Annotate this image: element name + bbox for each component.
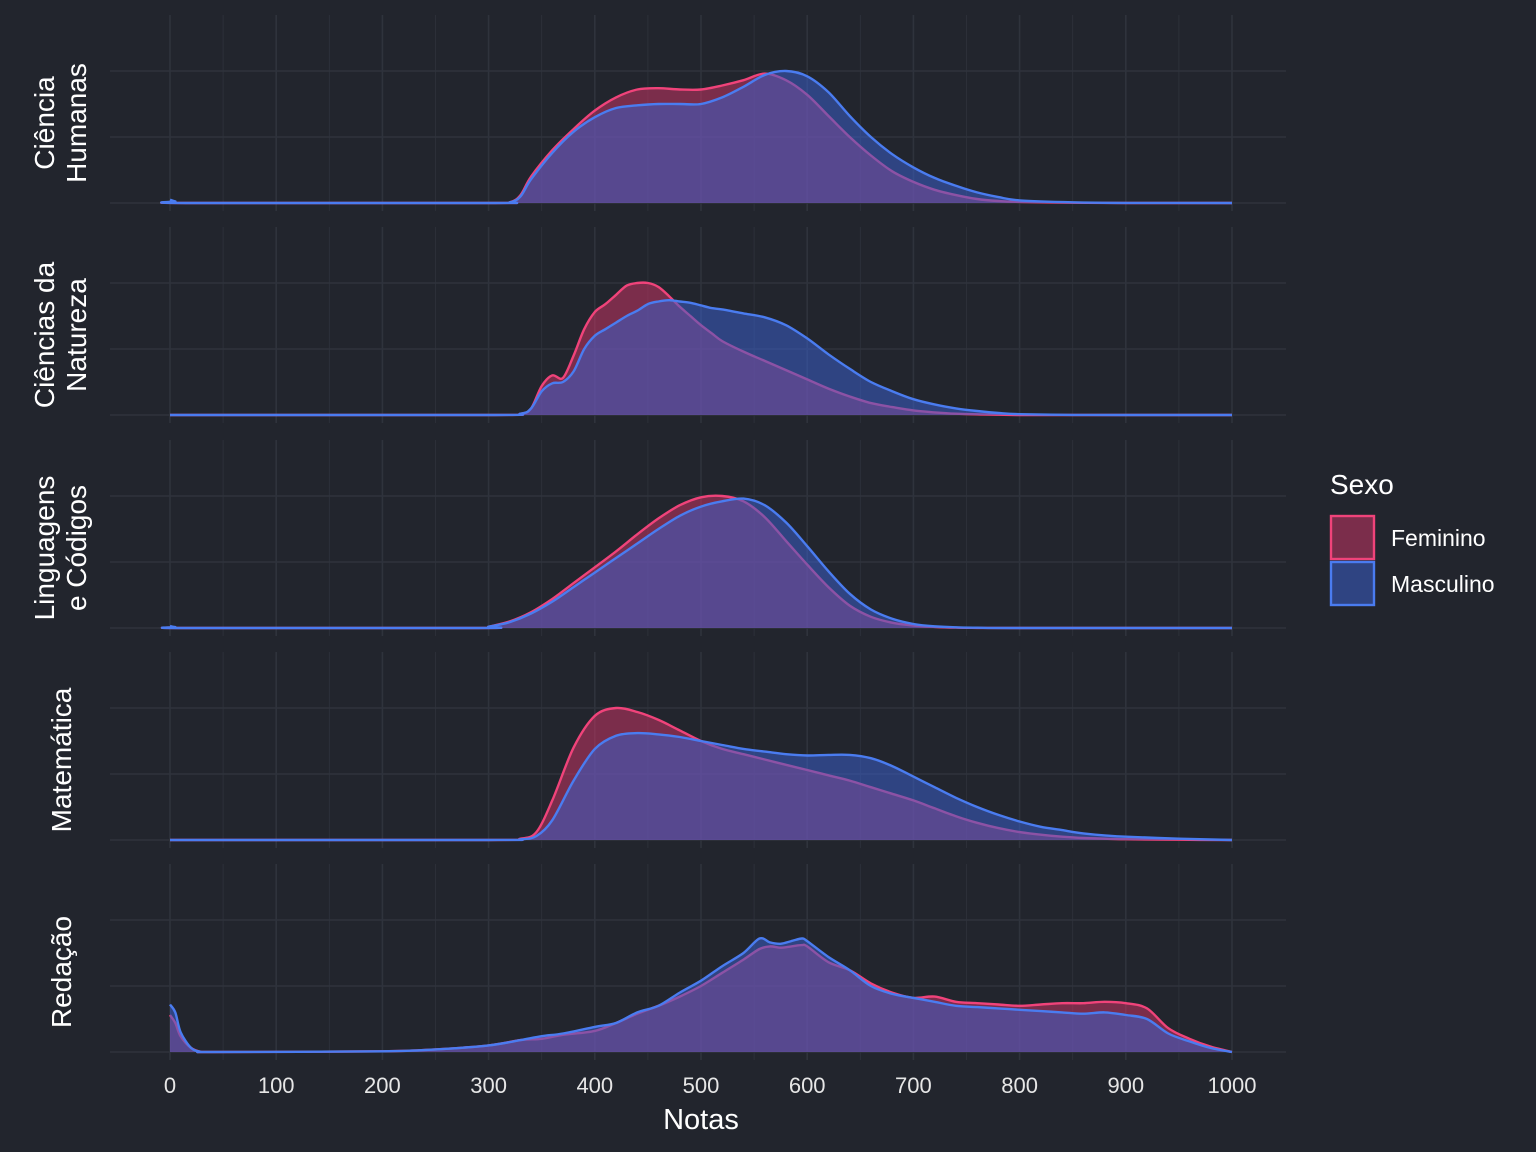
facet-label-line: Matemática	[46, 687, 77, 832]
density-area-masculino	[170, 733, 1232, 840]
facet-panel: Redação	[46, 864, 1286, 1060]
legend-key-feminino	[1329, 514, 1376, 561]
density-line-masculino	[170, 298, 1232, 417]
facet-panel: CiênciaHumanas	[29, 15, 1286, 211]
legend-title: Sexo	[1330, 469, 1394, 500]
facet-label: Linguagense Códigos	[29, 476, 92, 621]
x-tick-label: 600	[789, 1073, 826, 1098]
facet-label-line: Linguagens	[29, 476, 60, 621]
facet-panel: Linguagense Códigos	[29, 440, 1286, 636]
facet-panel: Matemática	[46, 652, 1286, 848]
facet-label-line: e Códigos	[61, 485, 92, 611]
facet-label: Matemática	[46, 687, 77, 832]
density-line-masculino	[160, 497, 1232, 630]
x-axis-title: Notas	[663, 1104, 739, 1136]
x-tick-label: 1000	[1208, 1073, 1257, 1098]
x-tick-label: 700	[895, 1073, 932, 1098]
facet-label-line: Natureza	[61, 278, 92, 392]
legend: Sexo Feminino Masculino	[1329, 469, 1495, 607]
density-area-masculino	[161, 70, 1232, 204]
legend-key-masculino	[1329, 560, 1376, 607]
facet-label-line: Redação	[46, 916, 77, 1028]
x-tick-label: 500	[683, 1073, 720, 1098]
facet-label-line: Ciência	[29, 76, 60, 170]
x-tick-label: 100	[258, 1073, 295, 1098]
x-tick-label: 900	[1107, 1073, 1144, 1098]
facet-label-line: Ciências da	[29, 261, 60, 408]
legend-label-masculino: Masculino	[1391, 571, 1495, 597]
density-line-masculino	[169, 936, 1233, 1054]
facet-label: Redação	[46, 916, 77, 1028]
density-area-masculino	[170, 938, 1232, 1052]
density-area-masculino	[161, 498, 1232, 628]
density-line-masculino	[160, 69, 1233, 205]
facet-label: CiênciaHumanas	[29, 63, 92, 183]
x-axis: 0 100 200 300 400 500 600 700 800 900 1000	[164, 1073, 1257, 1098]
x-tick-label: 0	[164, 1073, 176, 1098]
x-tick-label: 400	[576, 1073, 613, 1098]
facet-label-line: Humanas	[61, 63, 92, 183]
x-tick-label: 800	[1001, 1073, 1038, 1098]
facet-panel: Ciências daNatureza	[29, 227, 1286, 423]
density-area-masculino	[170, 300, 1232, 415]
legend-label-feminino: Feminino	[1391, 525, 1486, 551]
facet-label: Ciências daNatureza	[29, 261, 92, 408]
x-tick-label: 300	[470, 1073, 507, 1098]
density-line-masculino	[169, 731, 1233, 842]
facet-panels: CiênciaHumanas Ciências daNatureza Linguag…	[29, 15, 1286, 1060]
x-tick-label: 200	[364, 1073, 401, 1098]
